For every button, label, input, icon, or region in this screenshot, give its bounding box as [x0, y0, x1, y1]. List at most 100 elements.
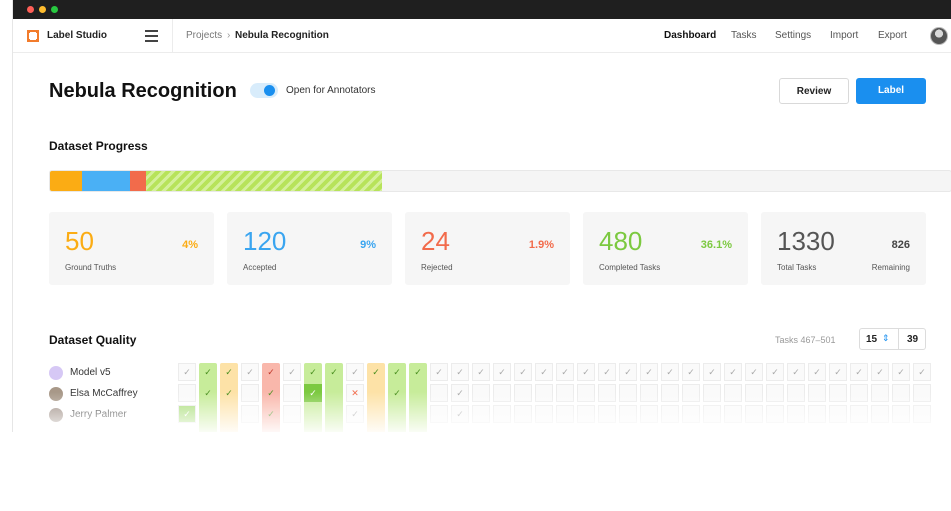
quality-cell[interactable] — [661, 384, 679, 402]
quality-cell[interactable] — [829, 384, 847, 402]
quality-cell[interactable] — [892, 384, 910, 402]
quality-cell[interactable] — [850, 384, 868, 402]
quality-cell[interactable] — [283, 405, 301, 423]
quality-cell[interactable] — [367, 405, 385, 423]
quality-cell[interactable]: ✓ — [267, 409, 275, 419]
quality-cell[interactable] — [388, 405, 406, 423]
quality-cell[interactable]: ✓ — [913, 363, 931, 381]
quality-cell[interactable]: ✓ — [393, 367, 401, 377]
quality-cell[interactable]: ✓ — [808, 363, 826, 381]
quality-cell[interactable] — [808, 405, 826, 423]
quality-cell[interactable] — [745, 405, 763, 423]
quality-cell[interactable] — [535, 405, 553, 423]
quality-cell[interactable] — [829, 405, 847, 423]
quality-cell[interactable] — [325, 405, 343, 423]
quality-cell[interactable]: ✓ — [178, 363, 196, 381]
close-window-button[interactable] — [27, 6, 34, 13]
quality-cell[interactable] — [430, 384, 448, 402]
quality-cell[interactable]: ✓ — [267, 367, 275, 377]
quality-cell[interactable] — [724, 384, 742, 402]
quality-cell[interactable] — [493, 384, 511, 402]
quality-cell[interactable] — [598, 384, 616, 402]
quality-cell[interactable] — [640, 384, 658, 402]
quality-cell[interactable] — [871, 405, 889, 423]
quality-cell[interactable] — [472, 405, 490, 423]
quality-cell[interactable] — [556, 405, 574, 423]
quality-cell[interactable]: ✓ — [787, 363, 805, 381]
quality-cell[interactable] — [325, 384, 343, 402]
quality-cell[interactable]: ✓ — [514, 363, 532, 381]
quality-cell[interactable]: ✓ — [724, 363, 742, 381]
quality-cell[interactable]: ✓ — [346, 363, 364, 381]
quality-cell[interactable] — [913, 384, 931, 402]
quality-cell[interactable] — [787, 405, 805, 423]
quality-cell[interactable]: ✓ — [871, 363, 889, 381]
nav-export[interactable]: Export — [878, 30, 907, 41]
quality-cell[interactable]: ✓ — [682, 363, 700, 381]
quality-cell[interactable] — [913, 405, 931, 423]
hamburger-menu-icon[interactable] — [145, 30, 158, 42]
quality-cell[interactable] — [577, 384, 595, 402]
nav-tasks[interactable]: Tasks — [731, 30, 757, 41]
minimize-window-button[interactable] — [39, 6, 46, 13]
quality-cell[interactable]: ✓ — [535, 363, 553, 381]
quality-cell[interactable] — [472, 384, 490, 402]
quality-cell[interactable] — [367, 384, 385, 402]
breadcrumb-projects[interactable]: Projects — [186, 30, 223, 41]
quality-cell[interactable] — [535, 384, 553, 402]
quality-cell[interactable]: ✓ — [472, 363, 490, 381]
quality-cell[interactable] — [514, 405, 532, 423]
quality-cell[interactable] — [598, 405, 616, 423]
quality-cell[interactable] — [220, 405, 238, 423]
quality-cell[interactable]: ✓ — [640, 363, 658, 381]
quality-cell[interactable] — [199, 405, 217, 423]
quality-cell[interactable]: ✕ — [346, 384, 364, 402]
quality-cell[interactable]: ✓ — [451, 384, 469, 402]
quality-cell[interactable]: ✓ — [577, 363, 595, 381]
quality-cell[interactable]: ✓ — [661, 363, 679, 381]
quality-cell[interactable] — [577, 405, 595, 423]
quality-cell[interactable]: ✓ — [829, 363, 847, 381]
quality-cell[interactable] — [493, 405, 511, 423]
quality-cell[interactable] — [682, 405, 700, 423]
quality-cell[interactable] — [640, 405, 658, 423]
quality-cell[interactable] — [619, 384, 637, 402]
quality-cell[interactable]: ✓ — [346, 405, 364, 423]
quality-cell[interactable] — [724, 405, 742, 423]
maximize-window-button[interactable] — [51, 6, 58, 13]
quality-cell[interactable] — [283, 384, 301, 402]
quality-cell[interactable]: ✓ — [414, 367, 422, 377]
quality-cell[interactable]: ✓ — [178, 405, 196, 423]
quality-cell[interactable]: ✓ — [598, 363, 616, 381]
quality-cell[interactable] — [409, 384, 427, 402]
quality-cell[interactable] — [514, 384, 532, 402]
quality-cell[interactable]: ✓ — [451, 363, 469, 381]
quality-cell[interactable]: ✓ — [556, 363, 574, 381]
quality-cell[interactable] — [892, 405, 910, 423]
quality-cell[interactable] — [703, 384, 721, 402]
quality-cell[interactable] — [178, 384, 196, 402]
quality-cell[interactable] — [871, 384, 889, 402]
quality-cell[interactable] — [703, 405, 721, 423]
quality-cell[interactable]: ✓ — [304, 384, 322, 402]
quality-cell[interactable] — [430, 405, 448, 423]
quality-cell[interactable]: ✓ — [892, 363, 910, 381]
quality-cell[interactable]: ✓ — [619, 363, 637, 381]
quality-cell[interactable] — [241, 405, 259, 423]
quality-cell[interactable]: ✓ — [850, 363, 868, 381]
quality-cell[interactable] — [619, 405, 637, 423]
quality-cell[interactable] — [304, 405, 322, 423]
quality-cell[interactable]: ✓ — [225, 388, 233, 398]
quality-cell[interactable] — [808, 384, 826, 402]
quality-cell[interactable] — [766, 384, 784, 402]
nav-dashboard[interactable]: Dashboard — [664, 30, 717, 41]
quality-cell[interactable]: ✓ — [330, 367, 338, 377]
quality-cell[interactable]: ✓ — [283, 363, 301, 381]
quality-cell[interactable]: ✓ — [430, 363, 448, 381]
quality-cell[interactable]: ✓ — [225, 367, 233, 377]
open-for-annotators-toggle[interactable] — [250, 83, 278, 98]
quality-cell[interactable] — [850, 405, 868, 423]
user-avatar[interactable] — [930, 27, 948, 45]
quality-cell[interactable]: ✓ — [372, 367, 380, 377]
quality-cell[interactable]: ✓ — [204, 367, 212, 377]
